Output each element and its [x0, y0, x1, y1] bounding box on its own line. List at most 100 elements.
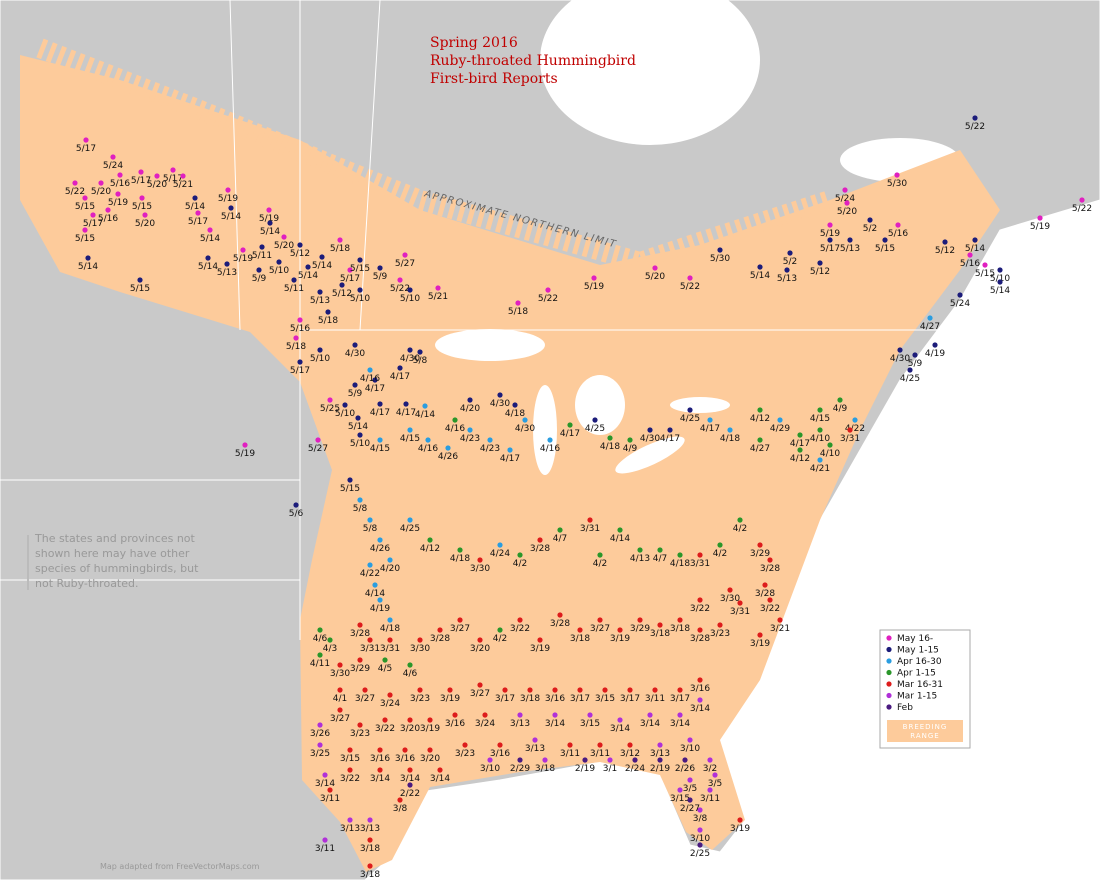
report-dot — [82, 227, 88, 233]
report-dot — [567, 742, 573, 748]
report-date: 3/28 — [550, 619, 570, 629]
report-dot — [867, 217, 873, 223]
report-dot — [352, 382, 358, 388]
report-date: 3/31 — [580, 524, 600, 534]
report-date: 5/11 — [284, 284, 304, 294]
report-dot — [138, 169, 144, 175]
report-dot — [647, 427, 653, 433]
report-dot — [627, 437, 633, 443]
report-dot — [317, 347, 323, 353]
report-date: 4/1 — [333, 694, 347, 704]
report-date: 5/16 — [960, 259, 980, 269]
report-date: 5/25 — [320, 404, 340, 414]
report-dot — [737, 517, 743, 523]
report-dot — [387, 557, 393, 563]
report-date: 3/11 — [645, 694, 665, 704]
report-date: 4/15 — [810, 414, 830, 424]
lake-huron — [575, 375, 625, 435]
report-date: 4/30 — [345, 349, 365, 359]
report-dot — [657, 622, 663, 628]
report-dot — [552, 712, 558, 718]
report-date: 4/12 — [750, 414, 770, 424]
report-date: 3/10 — [480, 764, 500, 774]
report-dot — [337, 707, 343, 713]
report-dot — [487, 437, 493, 443]
report-date: 5/13 — [310, 296, 330, 306]
report-dot — [407, 287, 413, 293]
lake-ontario — [670, 397, 730, 413]
report-date: 5/12 — [935, 246, 955, 256]
report-date: 5/6 — [289, 509, 304, 519]
report-dot — [547, 437, 553, 443]
report-date: 3/31 — [360, 644, 380, 654]
report-dot — [397, 797, 403, 803]
report-dot — [697, 597, 703, 603]
report-dot — [266, 207, 272, 213]
report-dot — [617, 527, 623, 533]
report-dot — [697, 677, 703, 683]
report-date: 2/24 — [625, 764, 645, 774]
report-date: 5/14 — [990, 286, 1010, 296]
report-dot — [687, 275, 693, 281]
report-date: 4/17 — [396, 408, 416, 418]
title-line: First-bird Reports — [430, 71, 558, 87]
report-date: 3/16 — [490, 749, 510, 759]
report-dot — [577, 687, 583, 693]
report-dot — [607, 757, 613, 763]
report-date: 3/18 — [360, 870, 380, 880]
report-dot — [545, 287, 551, 293]
report-date: 4/9 — [623, 444, 638, 454]
report-date: 5/19 — [233, 254, 253, 264]
report-dot — [707, 787, 713, 793]
report-date: 3/13 — [510, 719, 530, 729]
report-date: 4/30 — [640, 434, 660, 444]
report-date: 5/20 — [837, 207, 857, 217]
report-date: 4/25 — [680, 414, 700, 424]
report-dot — [357, 257, 363, 263]
borders — [0, 0, 1000, 640]
report-dot — [512, 402, 518, 408]
note-line: The states and provinces not — [34, 532, 196, 545]
report-dot — [757, 542, 763, 548]
credit: Map adapted from FreeVectorMaps.com — [100, 862, 260, 871]
report-dot — [337, 237, 343, 243]
report-date: 4/9 — [833, 404, 848, 414]
report-dot — [677, 687, 683, 693]
report-date: 5/13 — [217, 268, 237, 278]
report-date: 3/2 — [703, 764, 717, 774]
report-dot — [276, 259, 282, 265]
report-date: 5/21 — [173, 180, 193, 190]
report-date: 3/19 — [440, 694, 460, 704]
report-dot — [142, 212, 148, 218]
report-dot — [322, 772, 328, 778]
report-date: 4/16 — [540, 444, 560, 454]
report-date: 4/7 — [553, 534, 567, 544]
report-dot — [707, 757, 713, 763]
report-date: 5/14 — [198, 262, 218, 272]
breeding-range — [20, 55, 1000, 872]
report-date: 4/6 — [403, 669, 418, 679]
report-date: 3/14 — [545, 719, 565, 729]
report-dot — [347, 267, 353, 273]
report-date: 4/22 — [845, 424, 865, 434]
report-date: 4/30 — [400, 354, 420, 364]
report-date: 3/20 — [470, 644, 490, 654]
report-dot — [281, 234, 287, 240]
report-date: 5/15 — [875, 244, 895, 254]
report-dot — [337, 687, 343, 693]
report-date: 4/17 — [560, 429, 580, 439]
report-dot — [632, 757, 638, 763]
report-dot — [417, 637, 423, 643]
report-dot — [377, 437, 383, 443]
report-dot — [372, 377, 378, 383]
report-date: 3/24 — [380, 699, 400, 709]
report-date: 4/20 — [380, 564, 400, 574]
report-date: 3/28 — [690, 634, 710, 644]
report-dot — [228, 205, 234, 211]
report-date: 5/16 — [110, 179, 130, 189]
report-date: 4/6 — [313, 634, 328, 644]
report-dot — [137, 277, 143, 283]
report-dot — [467, 427, 473, 433]
border — [359, 0, 381, 331]
report-dot — [737, 600, 743, 606]
